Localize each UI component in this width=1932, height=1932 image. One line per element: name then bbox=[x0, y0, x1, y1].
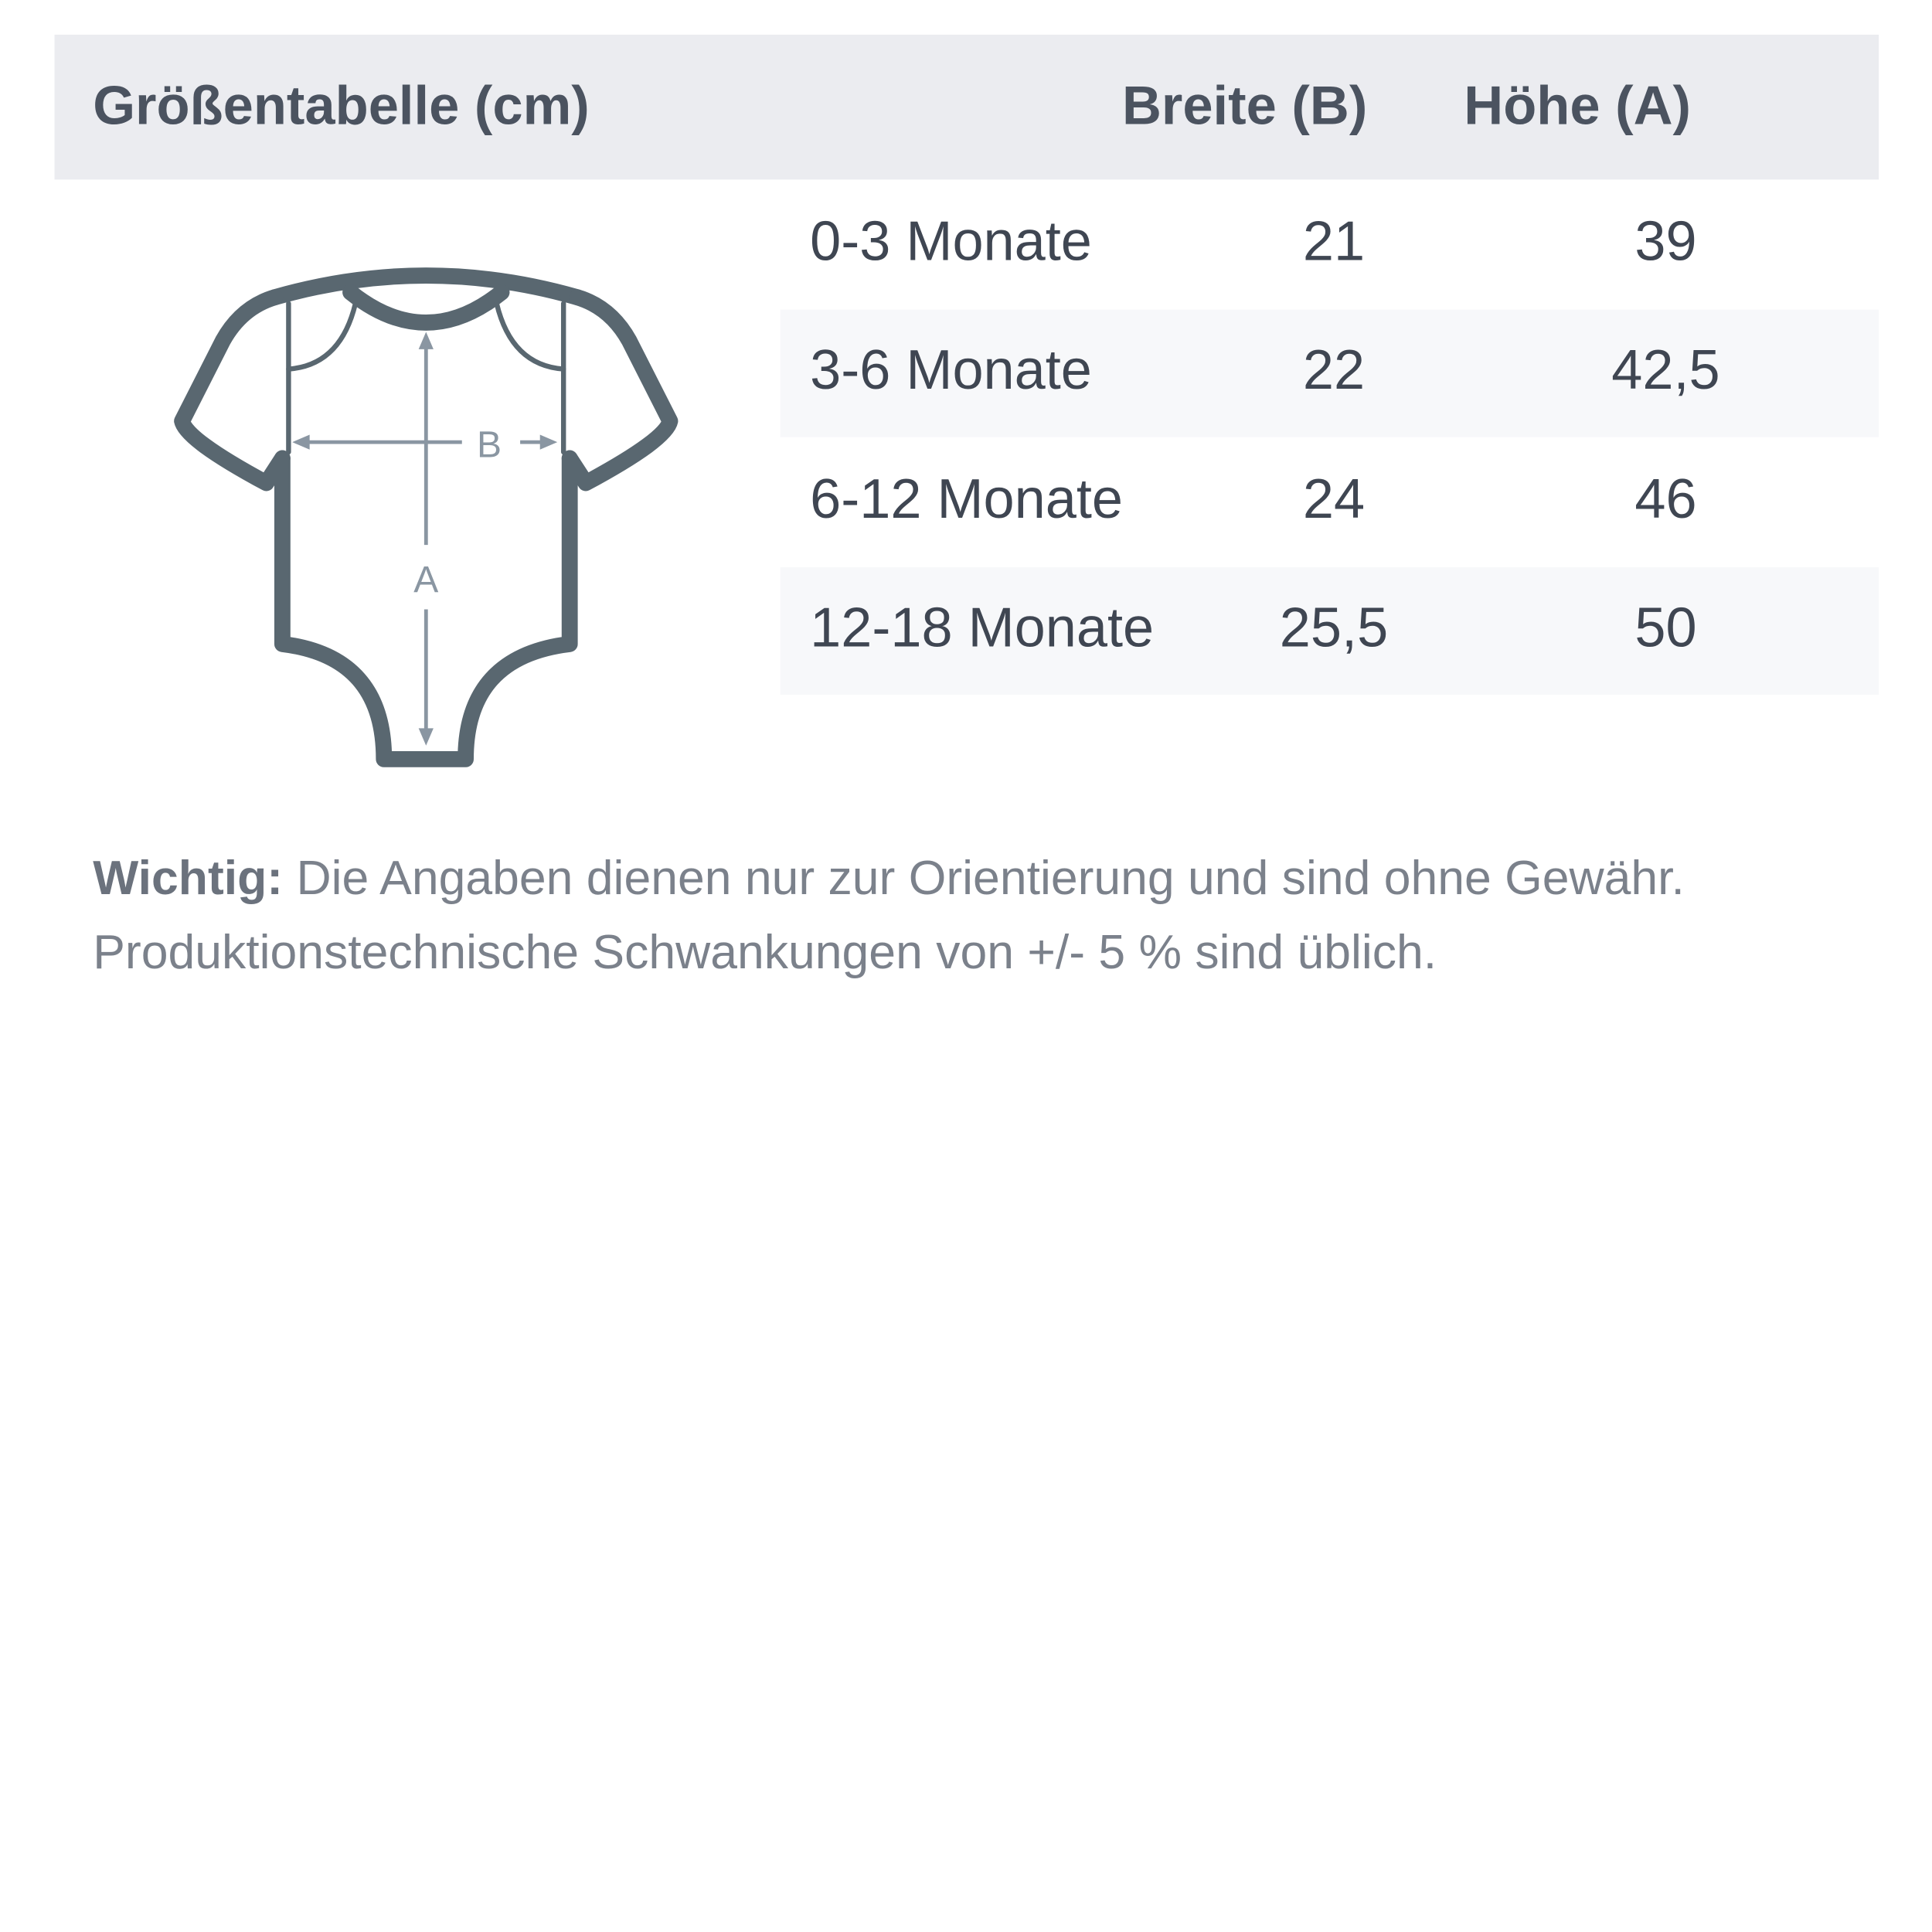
table-row: 12-18 Monate 25,5 50 bbox=[780, 566, 1879, 696]
table-row: 6-12 Monate 24 46 bbox=[781, 438, 1879, 566]
size-cell: 6-12 Monate bbox=[810, 467, 1124, 530]
size-cell: 3-6 Monate bbox=[810, 338, 1092, 402]
disclaimer-note: Wichtig: Die Angaben dienen nur zur Orie… bbox=[93, 842, 1889, 991]
table-header: Größentabelle (cm) Breite (B) Höhe (A) bbox=[54, 34, 1879, 180]
note-text: Die Angaben dienen nur zur Orientierung … bbox=[93, 852, 1685, 980]
width-cell: 24 bbox=[1302, 467, 1366, 530]
height-cell: 39 bbox=[1634, 209, 1697, 273]
table-title: Größentabelle (cm) bbox=[93, 75, 590, 137]
table-row: 0-3 Monate 21 39 bbox=[781, 181, 1879, 308]
size-cell: 0-3 Monate bbox=[810, 209, 1092, 273]
column-header-width: Breite (B) bbox=[1121, 75, 1368, 137]
height-cell: 46 bbox=[1634, 467, 1697, 530]
size-cell: 12-18 Monate bbox=[810, 595, 1155, 659]
label-b: B bbox=[477, 423, 502, 465]
width-cell: 22 bbox=[1302, 338, 1366, 402]
table-row: 3-6 Monate 22 42,5 bbox=[780, 309, 1879, 437]
width-cell: 21 bbox=[1302, 209, 1366, 273]
column-header-height: Höhe (A) bbox=[1464, 75, 1692, 137]
height-cell: 42,5 bbox=[1611, 338, 1720, 402]
height-cell: 50 bbox=[1634, 595, 1697, 659]
baby-bodysuit-icon: B A bbox=[174, 267, 679, 767]
label-a: A bbox=[413, 559, 438, 600]
width-cell: 25,5 bbox=[1279, 595, 1389, 659]
note-label: Wichtig: bbox=[93, 852, 284, 906]
